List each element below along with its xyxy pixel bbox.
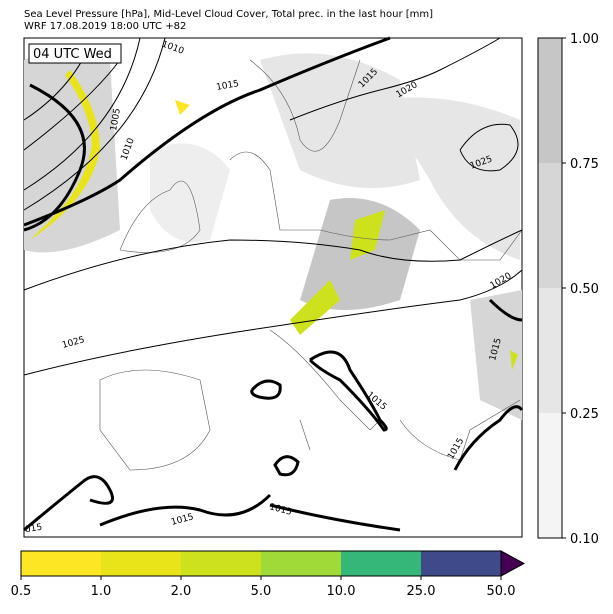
colorbar-segment <box>341 551 421 576</box>
isobars <box>23 36 524 532</box>
tick-label: 0.75 <box>570 157 599 172</box>
coastlines <box>99 59 523 471</box>
tick-label: 25.0 <box>407 584 436 599</box>
cloud-colorbar: 0.10 0.25 0.50 0.75 1.00 <box>537 32 599 547</box>
colorbar-segment <box>538 413 562 538</box>
colorbar-segment <box>538 163 562 288</box>
tick-label: 50.0 <box>487 584 516 599</box>
cloud-field <box>24 50 522 420</box>
tick-label: 10.0 <box>327 584 356 599</box>
colorbar-segment <box>538 38 562 163</box>
tick-label: 5.0 <box>251 584 272 599</box>
tick-label: 2.0 <box>171 584 192 599</box>
precip-colorbar: 0.5 1.0 2.0 5.0 10.0 25.0 50.0 <box>11 550 526 599</box>
colorbar-segment <box>421 551 501 576</box>
colorbar-segment <box>101 551 181 576</box>
tick-label: 1.0 <box>91 584 112 599</box>
time-label: 04 UTC Wed <box>33 47 112 62</box>
tick-label: 1.00 <box>570 32 599 47</box>
colorbar-segment <box>21 551 101 576</box>
colorbar-extend <box>500 550 526 577</box>
colorbar-segment <box>538 288 562 413</box>
tick-label: 0.10 <box>570 532 599 547</box>
title: Sea Level Pressure [hPa], Mid-Level Clou… <box>24 9 433 20</box>
tick-label: 0.25 <box>570 407 599 422</box>
isobar-label: 015 <box>24 523 43 536</box>
tick-label: 0.50 <box>570 282 599 297</box>
time-label-box <box>28 43 122 64</box>
precipitation <box>30 70 518 370</box>
colorbar-segment <box>261 551 341 576</box>
isobar-label: 1015 <box>216 79 240 93</box>
tick-label: 0.5 <box>11 584 32 599</box>
subtitle: WRF 17.08.2019 18:00 UTC +82 <box>24 21 186 32</box>
colorbar-segment <box>181 551 261 576</box>
isobar-label: 1005 <box>109 108 123 132</box>
